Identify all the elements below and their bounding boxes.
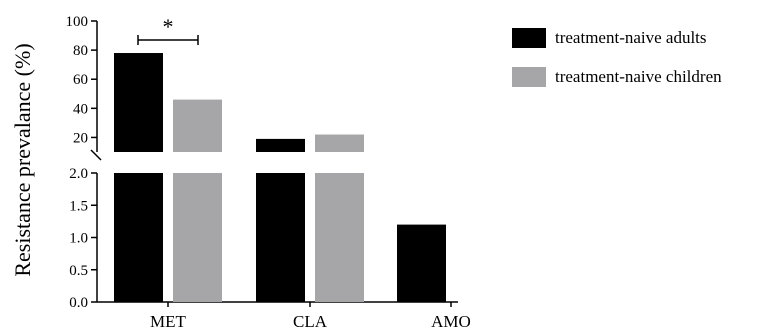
bars	[114, 53, 446, 302]
x-tick-label-met: MET	[150, 312, 187, 331]
bar-cla-0-upper	[256, 138, 305, 152]
y-tick-label: 0.0	[69, 295, 88, 311]
y-tick-label: 0.5	[69, 263, 88, 279]
y-tick-label: 1.0	[69, 231, 88, 247]
bar-met-0-upper	[114, 53, 163, 153]
y-axis: 0.0 0.5 1.0 1.5 2.0 20 40 60 80 100	[66, 14, 458, 311]
legend-label-1: treatment-naive children	[555, 67, 722, 86]
x-tick-labels: MET CLA AMO	[150, 302, 471, 331]
axis-break-mark	[90, 149, 102, 161]
bar-cla-1-upper	[315, 134, 364, 152]
bar-cla-0-lower	[256, 173, 305, 302]
y-tick-label: 2.0	[69, 166, 88, 182]
y-axis-label: Resistance prevalance (%)	[10, 43, 35, 276]
bar-met-0-lower	[114, 173, 163, 302]
y-tick-label: 100	[66, 14, 89, 30]
x-tick-label-cla: CLA	[293, 312, 328, 331]
y-tick-label: 1.5	[69, 198, 88, 214]
bar-amo-0	[397, 224, 446, 302]
bar-met-1-lower	[173, 173, 222, 302]
y-tick-label: 60	[73, 72, 88, 88]
legend-swatch-0	[512, 28, 546, 48]
annotations: *	[137, 14, 199, 45]
significance-star: *	[163, 14, 174, 39]
legend-label-0: treatment-naive adults	[555, 28, 707, 47]
legend: treatment-naive adults treatment-naive ch…	[512, 28, 722, 87]
y-tick-label: 40	[73, 101, 88, 117]
bar-met-1-upper	[173, 99, 222, 152]
x-tick-label-amo: AMO	[431, 312, 471, 331]
legend-swatch-1	[512, 67, 546, 87]
y-tick-label: 80	[73, 43, 88, 59]
bar-cla-1-lower	[315, 173, 364, 302]
y-tick-label: 20	[73, 130, 88, 146]
